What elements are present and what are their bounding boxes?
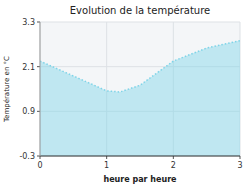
tick-label-y: 0.9: [22, 107, 35, 116]
chart: 0 1 2 3 -0.3 0.9 2.1 3.3 Evolution de la tempéra…: [0, 0, 250, 188]
tick-label-y: 3.3: [22, 18, 35, 27]
area: [40, 41, 240, 156]
data: [40, 41, 240, 156]
grid-line-y: [40, 156, 240, 157]
grid-line-x: [40, 22, 41, 156]
title: Evolution de la température: [70, 5, 210, 16]
plot-area: [40, 22, 240, 156]
tick-label-y: -0.3: [19, 152, 35, 161]
tick-label-y: 2.1: [22, 63, 35, 72]
grid: [40, 22, 240, 156]
tick-label-x: 1: [104, 161, 109, 170]
grid-line-y: [40, 22, 240, 23]
y-axis: [40, 22, 41, 156]
tick-label-x: 3: [237, 161, 242, 170]
line: [40, 41, 240, 92]
x-axis-label: heure par heure: [103, 175, 177, 184]
tick-label-x: 2: [171, 161, 176, 170]
y-axis-label: Température en °C: [3, 56, 11, 123]
tick-label-x: 0: [37, 161, 42, 170]
x-axis: [40, 156, 240, 157]
